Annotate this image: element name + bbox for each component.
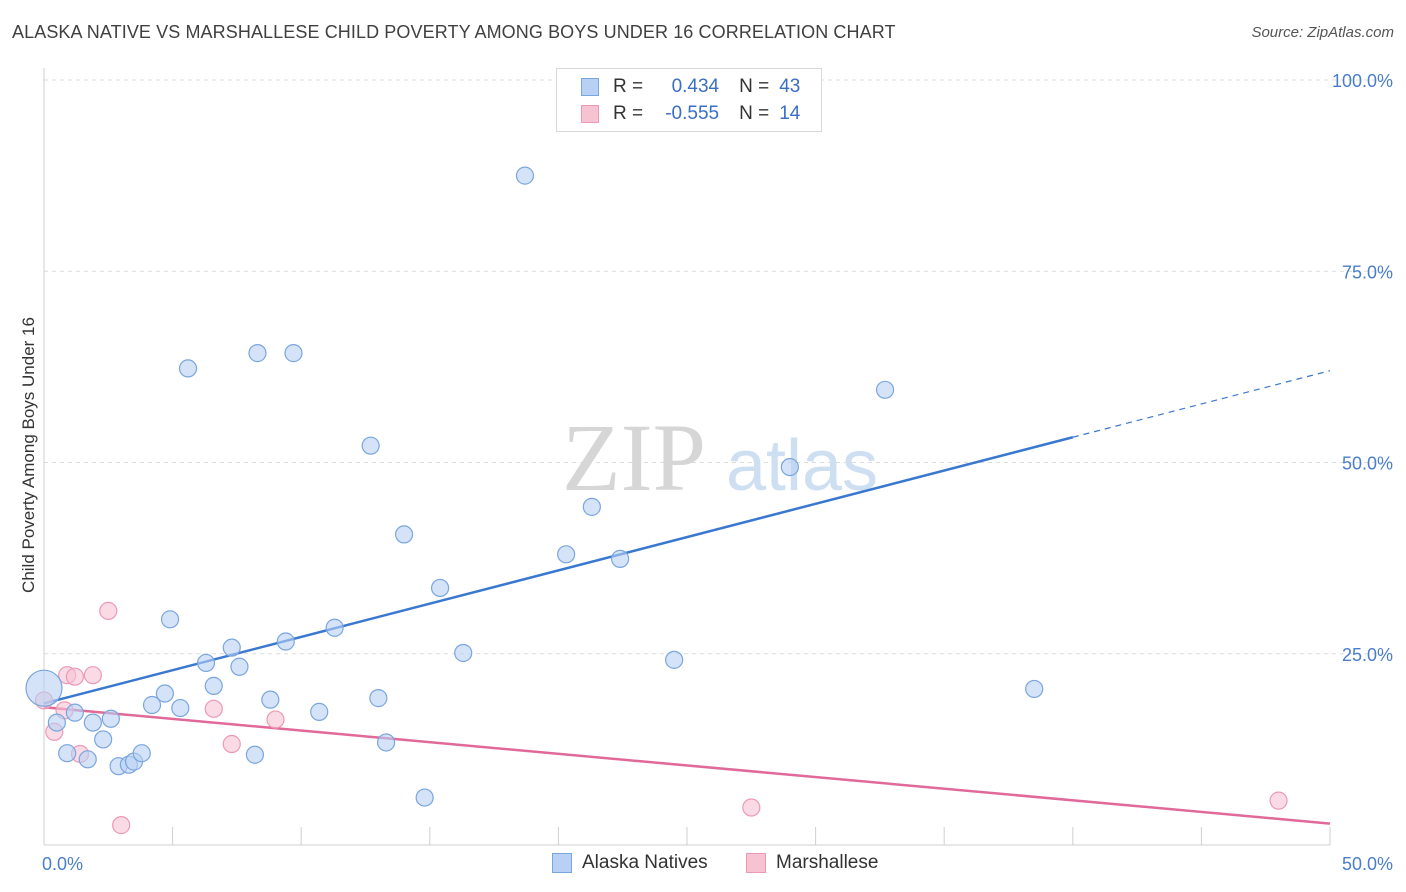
series-swatch-alaska — [552, 853, 572, 873]
point-alaska — [454, 643, 473, 663]
point-marshallese — [742, 798, 761, 817]
tick-labels: 25.0% 50.0% 75.0% 100.0% 0.0% 50.0% — [42, 71, 1393, 874]
point-alaska — [65, 703, 84, 722]
point-alaska — [204, 676, 223, 695]
trend-line-alaska-extension — [1072, 370, 1331, 438]
point-alaska — [94, 730, 113, 749]
watermark-zip: ZIP — [562, 404, 706, 511]
point-alaska — [361, 436, 380, 455]
point-alaska — [261, 690, 280, 709]
legend-r-label: R = — [613, 76, 644, 97]
y-tick-label: 25.0% — [1342, 645, 1393, 665]
x-tick-label: 0.0% — [42, 854, 83, 874]
x-tick-label: 50.0% — [1342, 854, 1393, 874]
series-name-marshallese: Marshallese — [776, 852, 879, 873]
point-alaska — [171, 698, 190, 718]
point-marshallese — [65, 667, 84, 686]
point-alaska — [665, 650, 684, 669]
legend-n-label: N = — [739, 103, 770, 124]
point-alaska — [611, 549, 630, 568]
series-legend-alaska[interactable]: Alaska Natives — [552, 852, 708, 874]
legend-r-label: R = — [613, 103, 644, 124]
point-marshallese — [222, 734, 241, 754]
legend-n-value: 43 — [779, 76, 801, 97]
point-marshallese — [1269, 791, 1288, 810]
point-alaska — [1025, 679, 1044, 699]
legend-swatch-marshallese — [581, 105, 599, 123]
point-alaska — [178, 359, 198, 378]
trend-line-alaska — [43, 436, 1074, 705]
point-alaska — [101, 709, 120, 728]
point-alaska — [394, 525, 414, 544]
trend-line-marshallese — [43, 706, 1331, 825]
point-alaska — [222, 638, 241, 657]
point-alaska — [47, 713, 66, 732]
legend-r-value: 0.434 — [671, 76, 720, 97]
point-alaska — [196, 653, 216, 673]
series-legend: Alaska Natives Marshallese — [0, 852, 1406, 876]
y-axis-label: Child Poverty Among Boys Under 16 — [19, 317, 38, 593]
point-alaska — [284, 344, 303, 363]
trend-lines — [43, 370, 1331, 825]
point-marshallese — [112, 816, 131, 835]
point-alaska — [230, 657, 249, 676]
correlation-legend: R = 0.434 N = 43 R = -0.555 N = 14 — [556, 68, 822, 132]
point-alaska — [78, 750, 97, 769]
point-alaska — [248, 344, 267, 363]
data-points — [25, 166, 1288, 835]
point-marshallese — [204, 699, 223, 718]
series-swatch-marshallese — [746, 853, 766, 873]
chart-title: ALASKA NATIVE VS MARSHALLESE CHILD POVER… — [12, 22, 896, 42]
point-alaska — [142, 695, 162, 715]
point-alaska — [415, 788, 434, 807]
point-alaska — [310, 702, 329, 721]
source-label: Source: ZipAtlas.com — [1251, 24, 1394, 41]
point-alaska — [369, 689, 388, 708]
point-alaska — [557, 545, 576, 564]
legend-r-value: -0.555 — [665, 103, 720, 124]
y-tick-label: 100.0% — [1332, 71, 1393, 91]
series-legend-marshallese[interactable]: Marshallese — [746, 852, 878, 874]
axes — [43, 68, 1331, 846]
y-tick-label: 50.0% — [1342, 454, 1393, 474]
legend-row-alaska: R = 0.434 N = 43 — [581, 75, 800, 99]
point-marshallese — [83, 666, 102, 685]
point-marshallese — [99, 601, 118, 621]
point-alaska — [245, 745, 265, 764]
point-alaska — [780, 457, 799, 477]
point-alaska — [276, 632, 295, 651]
y-tick-label: 75.0% — [1342, 262, 1393, 282]
point-alaska — [58, 744, 77, 763]
point-alaska — [515, 166, 535, 185]
grid-lines — [44, 79, 1392, 655]
point-marshallese — [266, 710, 285, 729]
point-alaska — [160, 610, 180, 629]
legend-n-label: N = — [739, 76, 770, 97]
legend-n-value: 14 — [779, 103, 801, 124]
point-alaska — [430, 578, 450, 598]
watermark-atlas: atlas — [726, 426, 878, 506]
series-name-alaska: Alaska Natives — [582, 852, 708, 873]
point-alaska — [325, 618, 344, 637]
point-alaska — [875, 380, 895, 399]
point-alaska — [376, 733, 396, 752]
legend-swatch-alaska — [581, 78, 599, 96]
point-alaska — [132, 744, 151, 763]
point-alaska — [155, 684, 174, 703]
point-alaska — [83, 713, 102, 732]
legend-row-marshallese: R = -0.555 N = 14 — [581, 102, 800, 126]
point-alaska — [25, 669, 63, 707]
watermark: ZIP atlas — [562, 404, 878, 511]
point-alaska — [582, 497, 601, 516]
